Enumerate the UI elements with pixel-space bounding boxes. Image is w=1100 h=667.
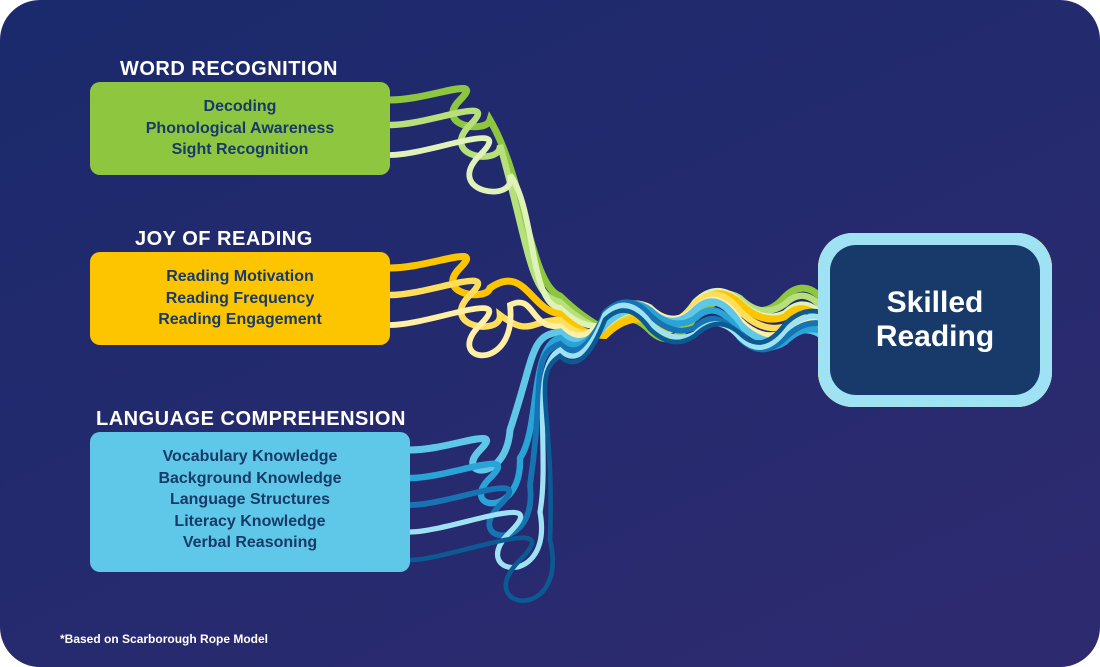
result-label-line2: Reading [876,320,994,355]
strand-item: Reading Frequency [108,288,372,310]
strand-item: Reading Engagement [108,309,372,331]
strand-title-joy-of-reading: JOY OF READING [135,228,313,251]
strand-item: Language Structures [108,489,392,511]
strand-item: Background Knowledge [108,468,392,490]
strand-item: Decoding [108,96,372,118]
strand-title-word-recognition: WORD RECOGNITION [120,58,338,81]
strand-item: Reading Motivation [108,266,372,288]
strand-item: Verbal Reasoning [108,532,392,554]
strand-box-language-comprehension: Vocabulary Knowledge Background Knowledg… [90,432,410,572]
result-label-line1: Skilled [887,286,984,321]
diagram-canvas: WORD RECOGNITION Decoding Phonological A… [0,0,1100,667]
strand-item: Phonological Awareness [108,118,372,140]
footnote: *Based on Scarborough Rope Model [60,632,268,646]
strand-item: Vocabulary Knowledge [108,446,392,468]
strand-title-language-comprehension: LANGUAGE COMPREHENSION [96,408,406,431]
strand-item: Literacy Knowledge [108,511,392,533]
strand-box-word-recognition: Decoding Phonological Awareness Sight Re… [90,82,390,175]
result-box-skilled-reading: Skilled Reading [830,245,1040,395]
strand-box-joy-of-reading: Reading Motivation Reading Frequency Rea… [90,252,390,345]
strand-item: Sight Recognition [108,139,372,161]
